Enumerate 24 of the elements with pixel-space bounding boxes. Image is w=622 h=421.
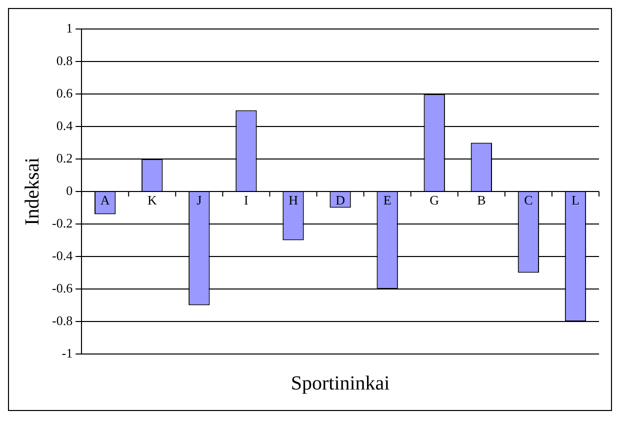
y-tick-label: 0.2 <box>56 150 73 166</box>
y-tick-label: 0.6 <box>56 85 74 100</box>
x-tick-label: D <box>336 192 345 208</box>
x-tick-label: G <box>430 192 440 208</box>
y-tick-label: -0.2 <box>52 215 73 230</box>
y-axis-title: Indeksai <box>21 157 44 226</box>
y-tick-label: 1 <box>66 20 73 36</box>
y-tick-label: -1 <box>62 345 73 360</box>
x-tick-label: L <box>572 192 580 208</box>
x-tick-label: C <box>524 192 533 208</box>
y-tick-label: 0.4 <box>56 118 74 133</box>
x-tick-label: J <box>196 192 202 208</box>
y-tick-label: -0.6 <box>52 280 74 296</box>
x-tick-label: K <box>147 192 158 208</box>
x-tick-label: E <box>383 192 392 208</box>
x-tick-label: I <box>244 192 248 208</box>
y-tick-label: 0 <box>66 182 73 198</box>
x-tick-label: A <box>100 192 110 208</box>
y-tick-label: 0.8 <box>56 52 73 68</box>
x-tick-label: B <box>477 192 486 208</box>
x-tick-label: H <box>288 192 298 208</box>
y-tick-label: -0.8 <box>52 312 73 328</box>
x-axis-title: Sportininkai <box>290 372 390 394</box>
y-tick-label: -0.4 <box>52 248 74 263</box>
